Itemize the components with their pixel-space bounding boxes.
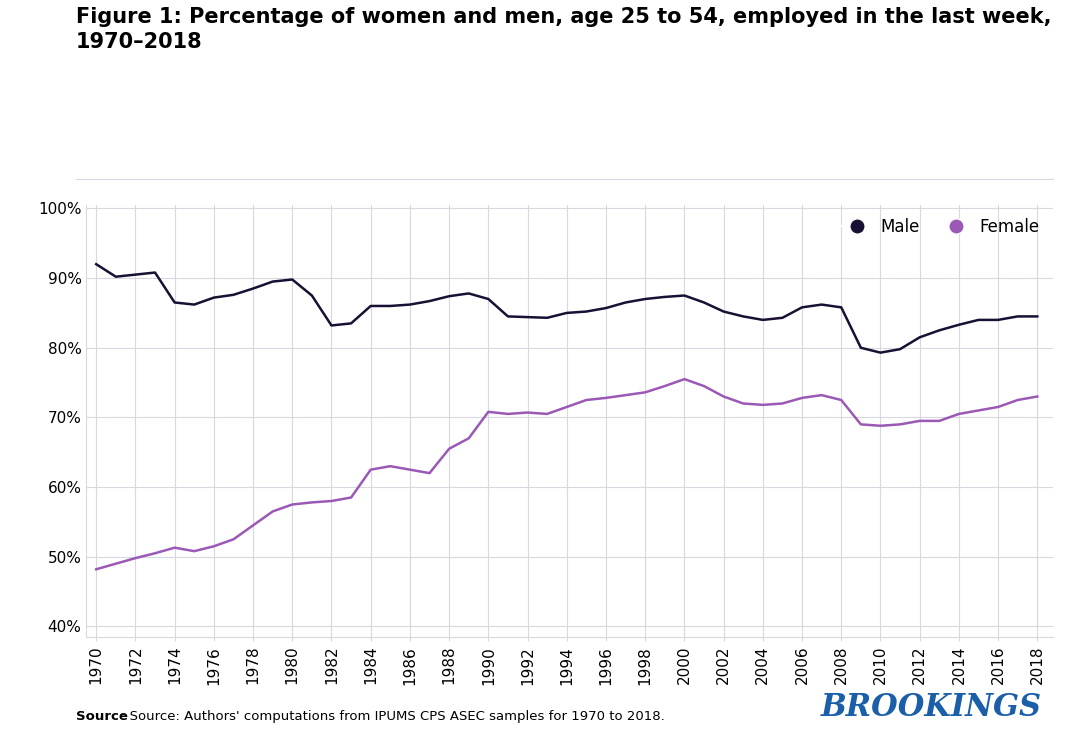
Legend: Male, Female: Male, Female (835, 213, 1044, 242)
Text: Source: Source (76, 710, 127, 723)
Text: : Source: Authors' computations from IPUMS CPS ASEC samples for 1970 to 2018.: : Source: Authors' computations from IPU… (121, 710, 664, 723)
Text: Figure 1: Percentage of women and men, age 25 to 54, employed in the last week,
: Figure 1: Percentage of women and men, a… (76, 7, 1051, 52)
Text: BROOKINGS: BROOKINGS (821, 692, 1042, 723)
